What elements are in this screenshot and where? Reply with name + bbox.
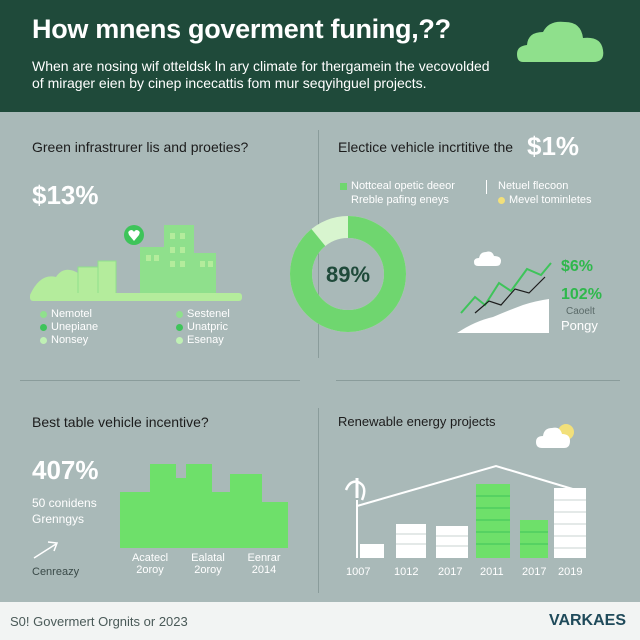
footer-source: S0! Govermert Orgnits or 2023 bbox=[10, 614, 188, 629]
legend-swatch bbox=[176, 336, 183, 344]
legend-item: Esenay bbox=[176, 334, 224, 346]
bar-label-bottom: 2oroy bbox=[194, 564, 222, 576]
ev-incentive-title: Electice vehicle incrtitive the bbox=[338, 139, 514, 155]
ev-caption-2: Pongy bbox=[561, 318, 598, 333]
best-table-caption: Cenreazy bbox=[32, 566, 80, 578]
bar-label: Eenrar 2014 bbox=[234, 552, 294, 576]
legend-label: Rreble pafing eneys bbox=[351, 194, 449, 206]
bar-label: Ealatal 2oroy bbox=[178, 552, 238, 576]
legend-label: Nottceal opetic deeor bbox=[351, 180, 455, 192]
legend-item: Unatpric bbox=[176, 321, 228, 333]
legend-item: Nemotel bbox=[40, 308, 92, 320]
sun-cloud-icon bbox=[536, 424, 574, 448]
ev-incentive-title-value: $1% bbox=[527, 131, 580, 161]
footer-logo: VARKAES bbox=[548, 612, 626, 629]
year-label: 1007 bbox=[346, 566, 371, 578]
vertical-divider-bottom bbox=[318, 408, 319, 593]
ev-stat-1: $6% bbox=[561, 258, 594, 275]
year-label: 1012 bbox=[394, 566, 419, 578]
legend-label: Unatpric bbox=[187, 321, 228, 333]
year-label: 2019 bbox=[558, 566, 583, 578]
legend-label: Unepiane bbox=[51, 321, 99, 333]
city-skyline-illustration bbox=[30, 225, 242, 301]
best-table-note-2: Grenngys bbox=[32, 512, 85, 526]
legend-label: Esenay bbox=[187, 334, 224, 346]
legend-label: Nemotel bbox=[51, 308, 92, 320]
legend-swatch bbox=[176, 323, 183, 331]
legend-item: Netuel flecoon bbox=[498, 180, 568, 192]
ev-donut-chart bbox=[290, 216, 406, 332]
bar-label-top: Ealatal bbox=[191, 552, 225, 564]
arrow-icon bbox=[33, 541, 59, 559]
legend-swatch bbox=[40, 323, 47, 331]
legend-divider bbox=[486, 180, 487, 194]
best-table-value: 407% bbox=[32, 455, 99, 485]
bar-label-top: Acatecl bbox=[131, 552, 169, 564]
ev-stat-2: 102% bbox=[561, 286, 602, 303]
ev-caption-1: Caoelt bbox=[566, 306, 595, 317]
legend-item: Unepiane bbox=[40, 321, 98, 333]
legend-swatch bbox=[40, 310, 47, 318]
donut-center-label: 89% bbox=[325, 262, 371, 287]
bar-silhouette-chart bbox=[120, 464, 288, 548]
horizontal-divider-right bbox=[336, 380, 620, 381]
year-label: 2017 bbox=[438, 566, 463, 578]
year-label: 2017 bbox=[522, 566, 547, 578]
donut-arc bbox=[290, 216, 406, 332]
legend-item: Rreble pafing eneys bbox=[351, 194, 449, 206]
legend-swatch bbox=[176, 310, 183, 318]
bar-label-top: Eenrar bbox=[247, 552, 281, 564]
year-label: 2011 bbox=[480, 566, 504, 578]
best-table-note-1: 50 conidens bbox=[32, 496, 97, 510]
legend-item: Sestenel bbox=[176, 308, 230, 320]
infrastructure-title: Green infrastrurer lis and proeties? bbox=[32, 139, 249, 155]
cloud-icon bbox=[517, 21, 604, 62]
legend-swatch bbox=[498, 196, 505, 204]
legend-label: Sestenel bbox=[187, 308, 230, 320]
growth-line-chart bbox=[457, 262, 552, 333]
header: How mnens goverment funing,?? When are n… bbox=[0, 0, 640, 112]
legend-label: Mevel tominletes bbox=[509, 194, 592, 206]
renewable-projects-illustration bbox=[344, 464, 586, 558]
legend-item: Mevel tominletes bbox=[498, 194, 592, 206]
renewable-title: Renewable energy projects bbox=[338, 414, 496, 429]
infrastructure-value: $13% bbox=[32, 180, 99, 210]
legend-item: Nonsey bbox=[40, 334, 88, 346]
bar-label-bottom: 2014 bbox=[251, 564, 277, 576]
bar-label-bottom: 2oroy bbox=[136, 564, 164, 576]
cloud-icon bbox=[474, 251, 501, 266]
page-title: How mnens goverment funing,?? bbox=[32, 14, 451, 44]
legend-label: Nonsey bbox=[51, 334, 89, 346]
legend-label: Netuel flecoon bbox=[498, 180, 569, 192]
horizontal-divider-left bbox=[20, 380, 300, 381]
footer: S0! Govermert Orgnits or 2023 VARKAES bbox=[0, 602, 640, 640]
bar-label: Acatecl 2oroy bbox=[120, 552, 180, 576]
page-subtitle: When are nosing wif otteldsk ln ary clim… bbox=[32, 58, 490, 91]
best-table-title: Best table vehicle incentive? bbox=[32, 414, 209, 430]
renewable-year-labels: 1007 1012 2017 2011 2017 2019 bbox=[346, 566, 596, 580]
legend-swatch bbox=[340, 182, 347, 190]
legend-item: Nottceal opetic deeor bbox=[340, 180, 455, 192]
legend-swatch bbox=[40, 336, 47, 344]
